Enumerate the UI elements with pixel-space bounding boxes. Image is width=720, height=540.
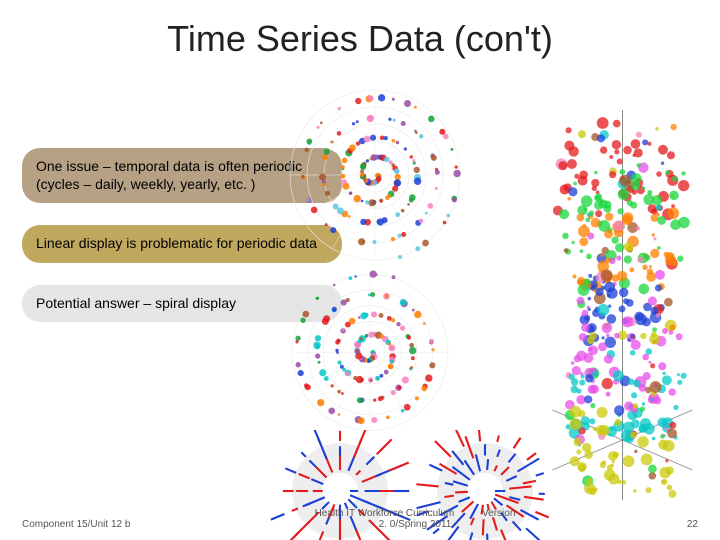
- footer-version-label: Version: [482, 508, 515, 519]
- slide: Time Series Data (con't) One issue – tem…: [0, 0, 720, 540]
- footer-center-line2: 2. 0/Spring 2011: [379, 519, 452, 530]
- figures-region: [220, 70, 720, 500]
- page-title: Time Series Data (con't): [0, 18, 720, 60]
- spiral-figure-1: [280, 80, 470, 270]
- footer: Component 15/Unit 12 b Health IT Workfor…: [0, 508, 720, 530]
- footer-left: Component 15/Unit 12 b: [22, 519, 172, 530]
- footer-page-number: 22: [658, 519, 698, 530]
- spiral-figure-2: [280, 265, 460, 440]
- footer-center-line1: Health IT Workforce Curriculum: [315, 508, 455, 519]
- footer-center: Health IT Workforce Curriculum Version 2…: [172, 508, 658, 530]
- cluster-3d-figure: [525, 90, 720, 520]
